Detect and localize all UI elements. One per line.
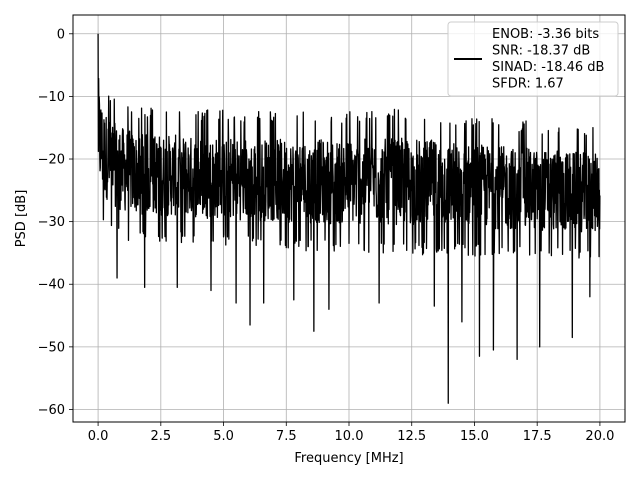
legend: ENOB: -3.36 bits SNR: -18.37 dB SINAD: -… [447, 21, 619, 97]
y-tick-label: −20 [38, 153, 65, 168]
legend-box [447, 21, 619, 97]
legend-enob: ENOB: -3.36 bits [492, 27, 599, 42]
psd-series [97, 33, 601, 404]
x-tick-label: 15.0 [460, 429, 489, 444]
psd-line [97, 33, 601, 404]
y-tick-label: −60 [38, 403, 65, 418]
x-tick-label: 17.5 [523, 429, 552, 444]
x-tick-label: 5.0 [213, 429, 234, 444]
y-tick-label: −50 [38, 340, 65, 355]
y-tick-label: −10 [38, 90, 65, 105]
y-tick-label: 0 [57, 27, 65, 42]
x-tick-label: 10.0 [335, 429, 364, 444]
x-axis-title: Frequency [MHz] [294, 451, 403, 466]
x-tick-label: 12.5 [397, 429, 426, 444]
x-tick-label: 20.0 [585, 429, 614, 444]
legend-sinad: SINAD: -18.46 dB [492, 60, 604, 75]
x-tick-label: 2.5 [150, 429, 171, 444]
legend-snr: SNR: -18.37 dB [492, 44, 590, 59]
x-tick-label: 7.5 [276, 429, 297, 444]
axis-ticks: 0.0 2.5 5.0 7.5 10.0 12.5 15.0 17.5 20.0 0 −10 −20 −… [38, 27, 615, 444]
y-tick-label: −30 [38, 215, 65, 230]
y-tick-label: −40 [38, 278, 65, 293]
x-tick-label: 0.0 [88, 429, 109, 444]
legend-sfdr: SFDR: 1.67 [492, 77, 564, 92]
y-axis-title: PSD [dB] [14, 190, 29, 248]
